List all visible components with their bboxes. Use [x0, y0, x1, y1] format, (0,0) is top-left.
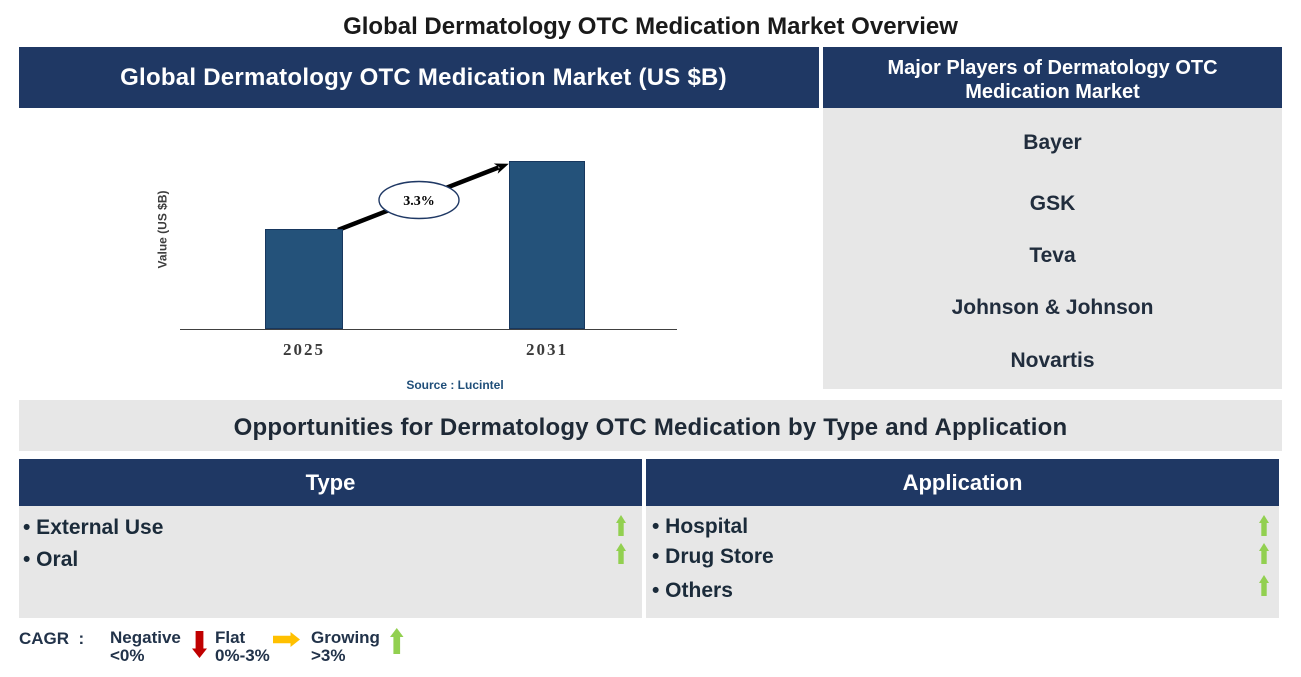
svg-text:3.3%: 3.3% [403, 194, 435, 209]
